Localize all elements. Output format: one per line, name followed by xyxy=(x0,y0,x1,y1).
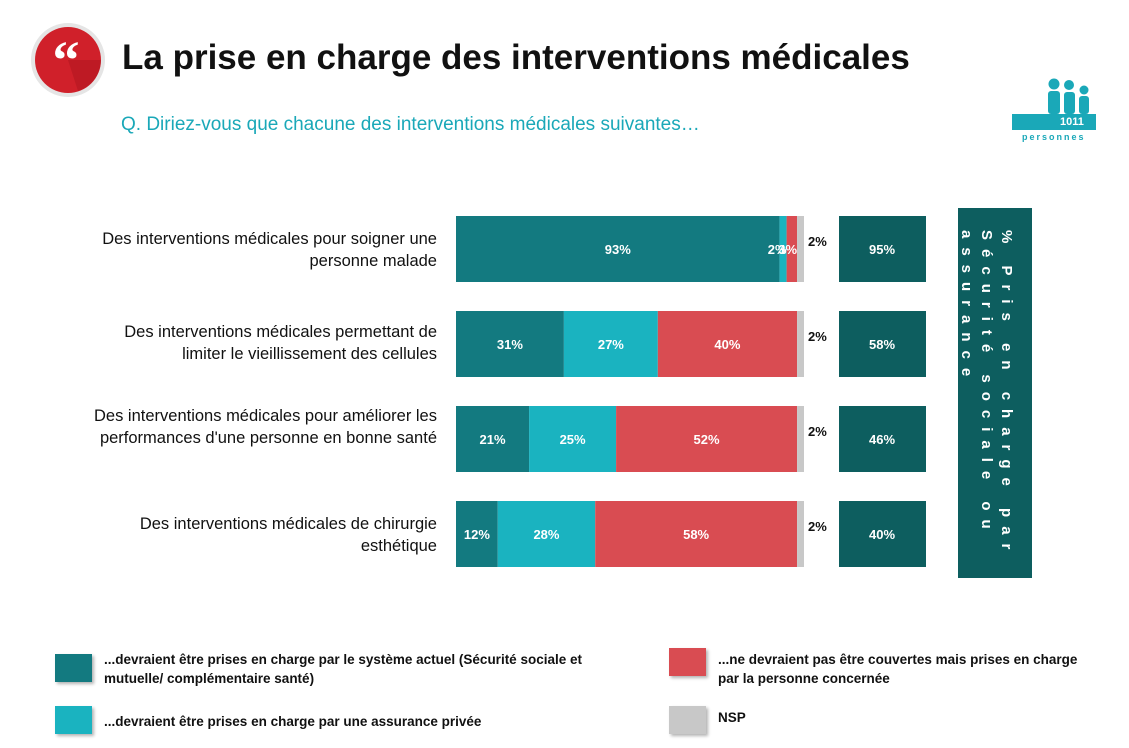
side-panel xyxy=(958,208,1032,578)
value-label-non-couvert-3: 52% xyxy=(694,432,720,447)
bar-systeme-3 xyxy=(456,406,530,472)
bar-assurance-4 xyxy=(497,501,596,567)
value-label-systeme-4: 12% xyxy=(464,527,490,542)
side-panel-label: % Pris en charge par Sécurité sociale ou… xyxy=(958,230,1015,559)
value-label-non-couvert-4: 58% xyxy=(683,527,709,542)
bar-nsp-3 xyxy=(797,406,804,472)
bar-non-couvert-1 xyxy=(786,216,798,282)
value-label-non-couvert-1: 3% xyxy=(778,242,797,257)
bar-nsp-4 xyxy=(797,501,804,567)
page-title: La prise en charge des interventions méd… xyxy=(122,38,910,77)
value-label-non-couvert-2: 40% xyxy=(714,337,740,352)
category-label-3: Des interventions médicales pour amélior… xyxy=(94,407,437,447)
legend-label-assurance: ...devraient être prises en charge par u… xyxy=(104,714,482,729)
bar-non-couvert-3 xyxy=(616,406,798,472)
value-label-assurance-4: 28% xyxy=(533,527,559,542)
value-label-nsp-4: 2% xyxy=(808,519,827,534)
total-label-4: 40% xyxy=(869,527,895,542)
sample-unit: personnes xyxy=(1022,132,1086,142)
bar-assurance-2 xyxy=(563,311,658,377)
legend-swatch-assurance xyxy=(55,706,92,734)
bar-non-couvert-2 xyxy=(657,311,798,377)
total-box-4 xyxy=(839,501,926,567)
value-label-systeme-1: 93% xyxy=(605,242,631,257)
legend-swatch-nsp xyxy=(669,706,706,734)
question-text: Q. Diriez-vous que chacune des intervent… xyxy=(121,114,700,135)
bar-non-couvert-4 xyxy=(595,501,798,567)
bar-assurance-3 xyxy=(529,406,617,472)
legend-label-systeme: ...devraient être prises en charge par l… xyxy=(104,652,582,686)
bar-nsp-2 xyxy=(797,311,804,377)
total-box-1 xyxy=(839,216,926,282)
bar-systeme-2 xyxy=(456,311,564,377)
quote-badge-icon: “ xyxy=(31,23,105,97)
total-box-2 xyxy=(839,311,926,377)
people-icon xyxy=(1012,78,1096,130)
bar-assurance-1 xyxy=(779,216,787,282)
quote-glyph: “ xyxy=(53,30,80,90)
legend-label-nsp: NSP xyxy=(718,710,746,725)
total-label-2: 58% xyxy=(869,337,895,352)
value-label-systeme-3: 21% xyxy=(480,432,506,447)
value-label-nsp-1: 2% xyxy=(808,234,827,249)
value-label-assurance-2: 27% xyxy=(598,337,624,352)
category-label-1: Des interventions médicales pour soigner… xyxy=(102,230,437,270)
total-label-3: 46% xyxy=(869,432,895,447)
bar-systeme-4 xyxy=(456,501,498,567)
value-label-nsp-3: 2% xyxy=(808,424,827,439)
value-label-systeme-2: 31% xyxy=(497,337,523,352)
bar-systeme-1 xyxy=(456,216,780,282)
legend-swatch-non-couvert xyxy=(669,648,706,676)
category-label-4: Des interventions médicales de chirurgie… xyxy=(139,515,437,555)
value-label-assurance-1: 2% xyxy=(768,242,787,257)
value-label-nsp-2: 2% xyxy=(808,329,827,344)
sample-count: 1011 xyxy=(1060,116,1084,128)
value-label-assurance-3: 25% xyxy=(560,432,586,447)
legend-label-non-couvert: ...ne devraient pas être couvertes mais … xyxy=(718,652,1078,686)
total-label-1: 95% xyxy=(869,242,895,257)
legend-swatch-systeme xyxy=(55,654,92,682)
category-label-2: Des interventions médicales permettant d… xyxy=(124,323,437,363)
bar-nsp-1 xyxy=(797,216,804,282)
total-box-3 xyxy=(839,406,926,472)
